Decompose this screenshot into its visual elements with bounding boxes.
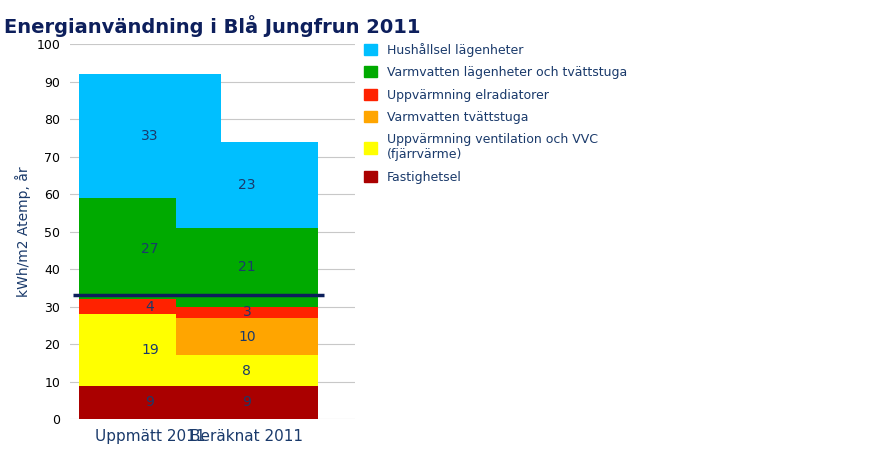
Text: 33: 33: [141, 129, 159, 143]
Text: 4: 4: [146, 300, 155, 313]
Bar: [175, 142, 318, 228]
Bar: [79, 314, 221, 386]
Y-axis label: kWh/m2 Atemp, år: kWh/m2 Atemp, år: [15, 166, 31, 297]
Text: 19: 19: [141, 343, 159, 357]
Text: 8: 8: [243, 364, 251, 377]
Text: 3: 3: [243, 305, 251, 319]
Bar: [175, 356, 318, 386]
Bar: [175, 318, 318, 356]
Text: 21: 21: [238, 260, 256, 274]
Text: 23: 23: [238, 178, 256, 192]
Bar: [79, 299, 221, 314]
Text: 27: 27: [141, 241, 159, 256]
Bar: [175, 228, 318, 307]
Title: Energianvändning i Blå Jungfrun 2011: Energianvändning i Blå Jungfrun 2011: [4, 15, 421, 37]
Text: 10: 10: [238, 330, 256, 344]
Text: 9: 9: [243, 395, 251, 409]
Text: 9: 9: [146, 395, 155, 409]
Bar: [79, 386, 221, 419]
Bar: [175, 307, 318, 318]
Bar: [79, 198, 221, 299]
Legend: Hushållsel lägenheter, Varmvatten lägenheter och tvättstuga, Uppvärmning elradia: Hushållsel lägenheter, Varmvatten lägenh…: [364, 43, 627, 184]
Bar: [175, 386, 318, 419]
Bar: [79, 74, 221, 198]
